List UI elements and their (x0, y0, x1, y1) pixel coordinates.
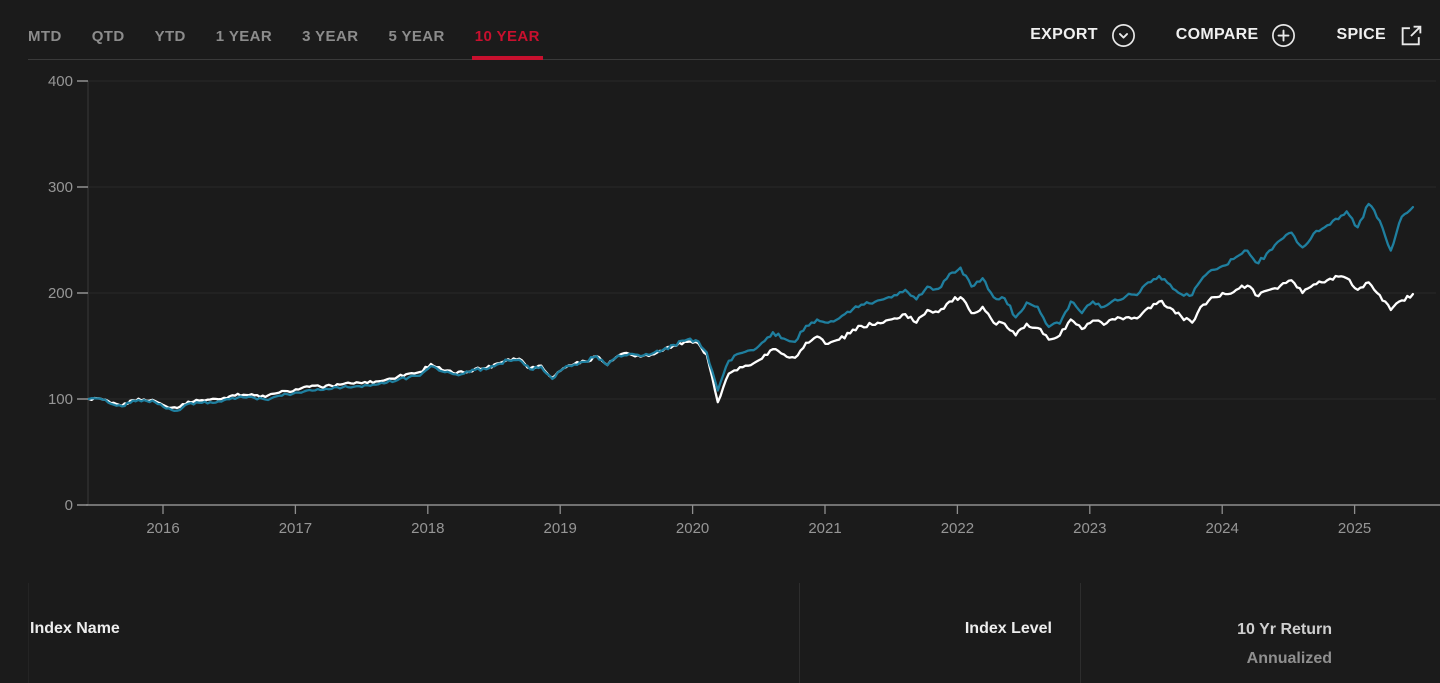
x-axis-tick-label: 2020 (676, 520, 709, 537)
tab-qtd[interactable]: QTD (92, 0, 125, 60)
series-line-teal (89, 204, 1413, 411)
period-tabs: MTD QTD YTD 1 YEAR 3 YEAR 5 YEAR 10 YEAR (28, 0, 540, 60)
spice-button[interactable]: SPICE (1336, 23, 1424, 48)
chevron-down-circle-icon (1111, 23, 1136, 48)
table-column-divider (1080, 583, 1081, 683)
x-axis-tick-label: 2021 (808, 520, 841, 537)
table-column-divider (799, 583, 800, 683)
export-button-label: EXPORT (1030, 26, 1098, 44)
external-link-icon (1399, 23, 1424, 48)
tab-5-year[interactable]: 5 YEAR (388, 0, 444, 60)
tab-3-year[interactable]: 3 YEAR (302, 0, 358, 60)
column-header-index-name: Index Name (30, 619, 120, 639)
series-line-white (89, 276, 1413, 408)
compare-button-label: COMPARE (1176, 26, 1259, 44)
x-axis-tick-label: 2024 (1206, 520, 1239, 537)
column-header-10yr-return-line1: 10 Yr Return (1237, 615, 1332, 644)
x-axis-tick-label: 2019 (544, 520, 577, 537)
column-header-index-level: Index Level (965, 619, 1052, 639)
x-axis-tick-label: 2025 (1338, 520, 1371, 537)
x-axis-tick-label: 2017 (279, 520, 312, 537)
x-axis-tick-label: 2016 (146, 520, 179, 537)
y-axis-tick-label: 100 (48, 391, 73, 408)
performance-chart[interactable]: 0 100 200 300 400 2016 2017 2018 2019 2020 2021 202… (0, 60, 1440, 585)
x-axis-tick-label: 2018 (411, 520, 444, 537)
compare-button[interactable]: COMPARE (1176, 23, 1297, 48)
tab-10-year[interactable]: 10 YEAR (475, 0, 540, 60)
y-axis-tick-label: 300 (48, 179, 73, 196)
tab-1-year[interactable]: 1 YEAR (216, 0, 272, 60)
index-table-header: Index Name Index Level 10 Yr Return Annu… (0, 583, 1440, 683)
x-axis-tick-label: 2023 (1073, 520, 1106, 537)
x-axis-tick-label: 2022 (941, 520, 974, 537)
y-axis-tick-label: 0 (65, 497, 73, 514)
column-header-10yr-return: 10 Yr Return Annualized (1237, 615, 1332, 673)
y-axis-tick-label: 200 (48, 285, 73, 302)
export-button[interactable]: EXPORT (1030, 23, 1136, 48)
toolbar-actions: EXPORT COMPARE SPICE (1030, 0, 1424, 60)
tab-ytd[interactable]: YTD (155, 0, 186, 60)
column-header-10yr-return-line2: Annualized (1237, 644, 1332, 673)
chart-area: 0 100 200 300 400 2016 2017 2018 2019 2020 2021 202… (0, 60, 1440, 585)
tab-mtd[interactable]: MTD (28, 0, 62, 60)
table-left-border (28, 583, 29, 683)
period-tab-bar: MTD QTD YTD 1 YEAR 3 YEAR 5 YEAR 10 YEAR… (0, 0, 1440, 60)
y-axis-tick-label: 400 (48, 73, 73, 90)
spice-button-label: SPICE (1336, 26, 1386, 44)
plus-circle-icon (1271, 23, 1296, 48)
